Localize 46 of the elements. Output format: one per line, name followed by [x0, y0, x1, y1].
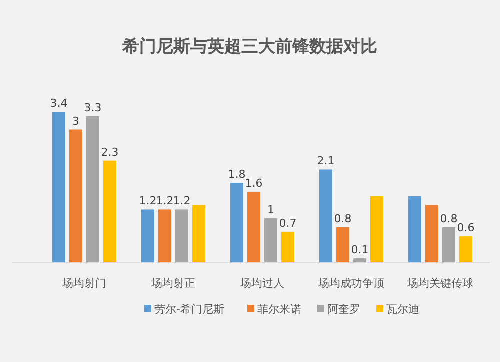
data-label: 1.2: [156, 194, 174, 208]
bar: [460, 236, 472, 263]
x-tick-label: 场均射正: [150, 277, 196, 290]
data-label: 2.1: [317, 154, 335, 168]
bar: [104, 160, 116, 263]
data-label: 0.1: [351, 244, 369, 257]
data-label: 1.8: [228, 168, 246, 182]
legend-label: 阿奎罗: [328, 303, 360, 316]
bar: [70, 130, 82, 263]
data-label: 3: [72, 114, 80, 128]
data-label: 2.3: [101, 146, 119, 159]
data-label: 0.8: [440, 212, 458, 226]
x-tick-label: 场均关键传球: [406, 277, 474, 290]
bar: [248, 192, 260, 263]
bar: [192, 205, 206, 263]
x-tick-label: 场均成功争顶: [318, 277, 384, 290]
legend-label: 劳尔-希门尼斯: [154, 303, 224, 316]
x-tick-label: 场均过人: [240, 277, 284, 290]
bar: [86, 116, 100, 263]
bar: [52, 112, 66, 263]
data-label: 0.8: [334, 212, 352, 226]
data-label: 3.4: [50, 97, 68, 110]
bar: [176, 210, 188, 263]
data-label: 0.7: [279, 216, 297, 230]
bar: [320, 170, 332, 263]
data-label: 1.2: [173, 194, 191, 208]
x-tick-label: 场均射门: [62, 277, 106, 290]
bar: [264, 218, 278, 263]
bar: [354, 258, 366, 263]
bar: [426, 205, 438, 263]
data-label: 3.3: [84, 101, 102, 114]
data-label: 1.6: [245, 176, 263, 190]
bar: [230, 183, 244, 263]
legend-label: 瓦尔迪: [386, 303, 420, 316]
data-label: 1: [268, 204, 274, 217]
legend-label: 菲尔米诺: [258, 303, 302, 316]
chart-title: 希门尼斯与英超三大前锋数据对比: [122, 37, 378, 57]
data-label: 1.2: [139, 194, 157, 208]
bar: [408, 196, 422, 263]
bar: [158, 210, 172, 263]
bar: [282, 232, 294, 263]
bar: [336, 227, 350, 263]
bar: [370, 196, 384, 263]
data-label: 0.6: [457, 221, 475, 234]
bar: [142, 210, 154, 263]
bar: [442, 227, 456, 263]
